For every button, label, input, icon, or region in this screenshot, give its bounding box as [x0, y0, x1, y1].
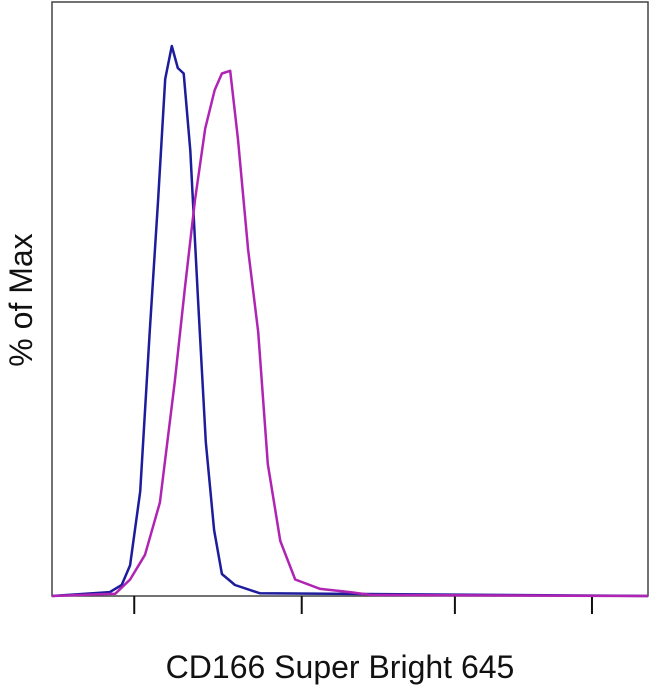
histogram-line — [51, 44, 649, 598]
x-axis-label: CD166 Super Bright 645 — [166, 649, 515, 685]
histogram-line — [51, 69, 649, 598]
plot-frame — [51, 1, 649, 597]
y-axis-label: % of Max — [3, 233, 39, 366]
